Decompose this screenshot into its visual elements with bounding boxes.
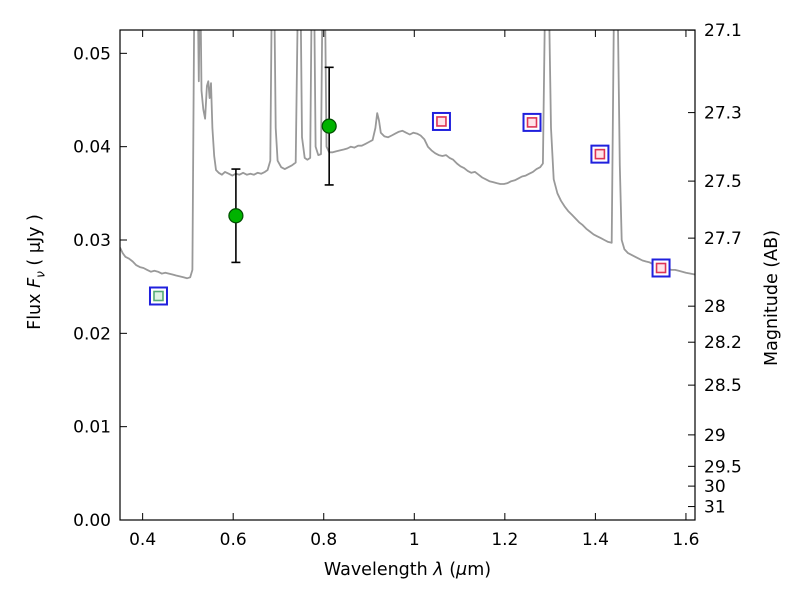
x-axis-label-unit: m): [467, 560, 492, 580]
x-tick-label: 0.8: [310, 530, 337, 550]
photometry-point-0: [148, 286, 168, 306]
x-tick-label: 0.6: [220, 530, 247, 550]
y-axis-label-right: Magnitude (AB): [762, 230, 782, 366]
x-axis-label-paren: (: [443, 560, 457, 580]
x-tick-label: 1: [409, 530, 420, 550]
y-right-tick-label: 28: [704, 297, 726, 317]
y-right-tick-label: 29.5: [704, 457, 742, 477]
inner-square-marker: [436, 116, 447, 127]
y-right-tick-label: 27.5: [704, 172, 742, 192]
y-left-tick-label: 0.03: [73, 231, 111, 251]
x-tick-label: 1.4: [582, 530, 609, 550]
y-right-tick-label: 28.5: [704, 376, 742, 396]
nu-symbol: ν: [33, 271, 48, 278]
x-axis-label-word: Wavelength: [323, 560, 434, 580]
y-right-tick-label: 28.2: [704, 333, 742, 353]
inner-square-marker: [655, 262, 667, 274]
y-right-tick-label: 27.7: [704, 229, 742, 249]
y-left-tick-label: 0.02: [73, 324, 111, 344]
flux-symbol: F: [24, 277, 45, 288]
y-right-tick-label: 31: [704, 498, 726, 518]
photometry-point-1: [228, 168, 244, 264]
inner-square-marker: [526, 117, 538, 128]
y-left-tick-label: 0.05: [73, 44, 111, 64]
inner-square-marker: [594, 148, 606, 160]
y-right-tick-label: 30: [704, 477, 726, 497]
y-left-tick-label: 0.00: [73, 511, 111, 531]
circle-marker: [228, 208, 244, 224]
model-spectrum-line: [120, 30, 695, 280]
y-left-label-units: ( μJy ): [24, 214, 45, 272]
x-tick-label: 0.4: [129, 530, 156, 550]
y-left-label-word: Flux: [24, 287, 45, 330]
photometry-point-2: [321, 66, 337, 186]
lambda-symbol: λ: [433, 560, 444, 580]
y-right-tick-label: 27.3: [704, 104, 742, 124]
photometry-point-4: [522, 112, 542, 132]
x-tick-label: 1.2: [491, 530, 518, 550]
y-right-tick-label: 29: [704, 426, 726, 446]
y-axis-label-left: Flux Fν ( μJy ): [25, 214, 48, 330]
x-axis-label: Wavelength λ (μm): [120, 560, 695, 580]
x-tick-label: 1.6: [672, 530, 699, 550]
photometry-point-6: [651, 258, 671, 278]
y-left-tick-label: 0.01: [73, 418, 111, 438]
photometry-point-5: [590, 144, 610, 164]
plot-frame: [119, 29, 696, 521]
mu-symbol: μ: [456, 560, 468, 580]
circle-marker: [321, 118, 337, 134]
photometry-point-3: [431, 111, 451, 131]
y-left-tick-label: 0.04: [73, 138, 111, 158]
y-right-tick-label: 27.1: [704, 21, 742, 41]
inner-square-marker: [153, 290, 164, 302]
